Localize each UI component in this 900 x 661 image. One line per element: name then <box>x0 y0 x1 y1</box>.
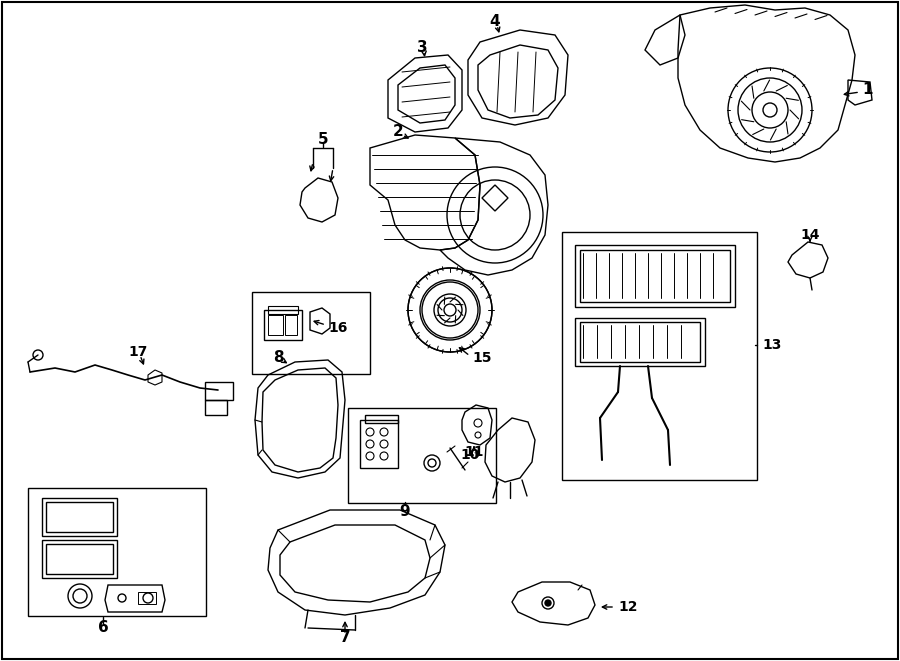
Text: 17: 17 <box>129 345 148 359</box>
Bar <box>205 400 227 415</box>
Bar <box>46 502 113 532</box>
Bar <box>365 415 398 423</box>
Text: 13: 13 <box>762 338 781 352</box>
Text: 11: 11 <box>464 445 484 459</box>
Bar <box>562 232 757 480</box>
Bar <box>252 292 370 374</box>
Bar <box>264 310 302 340</box>
Circle shape <box>545 600 551 606</box>
Text: 16: 16 <box>328 321 347 335</box>
Bar <box>360 420 398 468</box>
Text: 1: 1 <box>862 83 872 98</box>
Text: 2: 2 <box>392 124 403 139</box>
Text: 12: 12 <box>618 600 637 614</box>
Bar <box>205 382 233 400</box>
Text: 14: 14 <box>800 228 820 242</box>
Bar <box>138 592 156 604</box>
Bar <box>348 408 496 503</box>
Text: 6: 6 <box>97 621 108 635</box>
Bar <box>268 306 298 314</box>
Text: 4: 4 <box>490 15 500 30</box>
Bar <box>580 322 700 362</box>
Text: 7: 7 <box>339 631 350 646</box>
Text: 5: 5 <box>318 132 328 147</box>
Bar <box>580 250 730 302</box>
Bar <box>575 318 705 366</box>
Text: 15: 15 <box>472 351 491 365</box>
Text: 10: 10 <box>460 448 480 462</box>
Text: 9: 9 <box>400 504 410 520</box>
Bar <box>42 498 117 536</box>
Text: 3: 3 <box>417 40 428 56</box>
Text: 8: 8 <box>273 350 284 366</box>
Bar <box>268 315 283 335</box>
Bar <box>42 540 117 578</box>
Bar <box>285 315 297 335</box>
Bar <box>28 488 206 616</box>
Bar <box>575 245 735 307</box>
Bar <box>46 544 113 574</box>
